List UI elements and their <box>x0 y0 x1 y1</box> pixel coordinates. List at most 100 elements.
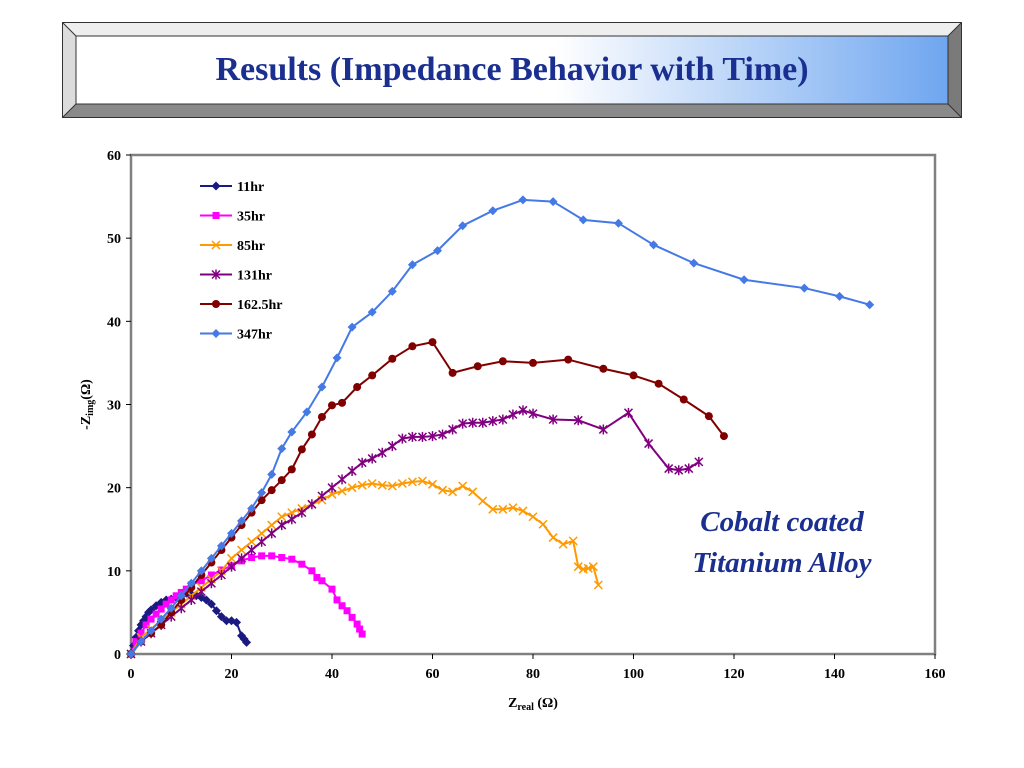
data-point <box>498 414 508 425</box>
data-point <box>216 541 226 551</box>
data-point <box>267 486 276 495</box>
data-point <box>239 634 249 644</box>
data-point <box>694 456 704 467</box>
x-tick-label: 160 <box>925 667 946 682</box>
data-point <box>237 516 247 526</box>
data-point <box>338 398 347 407</box>
title-banner-frame <box>62 22 962 118</box>
legend: 11hr 35hr 85hr 131hr 162.5hr 347hr <box>200 180 283 343</box>
data-point <box>313 573 321 581</box>
data-point <box>328 401 336 410</box>
data-point <box>654 379 663 388</box>
data-point <box>277 444 287 454</box>
data-point <box>528 408 538 419</box>
legend-marker <box>211 181 221 191</box>
data-point <box>277 476 286 485</box>
x-tick-label: 20 <box>225 667 239 682</box>
data-point <box>438 429 448 440</box>
data-point <box>518 506 528 516</box>
data-point <box>488 206 498 216</box>
legend-label: 162.5hr <box>237 298 283 313</box>
data-point <box>407 477 417 487</box>
data-point <box>288 555 296 563</box>
y-tick-label: 30 <box>107 399 121 414</box>
data-point <box>739 275 749 285</box>
y-tick-label: 60 <box>107 149 121 164</box>
x-tick-label: 60 <box>426 667 440 682</box>
data-point <box>427 431 438 442</box>
data-point <box>197 577 205 585</box>
data-point <box>237 553 247 564</box>
data-point <box>548 533 558 543</box>
data-point <box>518 195 528 205</box>
data-point <box>588 562 598 572</box>
data-point <box>468 487 478 497</box>
data-point <box>226 561 237 572</box>
annotation-line-1: Cobalt coated <box>700 506 864 538</box>
data-point <box>599 364 608 373</box>
data-point <box>337 474 347 485</box>
data-point <box>578 215 588 225</box>
legend-label: 85hr <box>237 239 265 254</box>
data-point <box>333 596 341 604</box>
data-point <box>196 586 206 597</box>
data-point <box>528 512 538 522</box>
data-point <box>448 424 458 435</box>
data-point <box>132 638 140 646</box>
data-point <box>488 416 498 427</box>
data-point <box>649 240 659 250</box>
data-point <box>268 552 276 560</box>
legend-marker <box>212 212 220 219</box>
y-tick-label: 50 <box>107 232 121 247</box>
data-point <box>232 617 242 627</box>
legend-label: 35hr <box>237 210 265 225</box>
data-point <box>356 625 364 633</box>
x-tick-label: 100 <box>623 667 644 682</box>
data-point <box>307 430 316 439</box>
data-point <box>397 478 407 489</box>
annotation-line-2: Titanium Alloy <box>692 547 872 579</box>
x-tick-label: 0 <box>128 667 135 682</box>
data-point <box>538 519 548 529</box>
data-point <box>337 486 347 496</box>
data-point <box>679 395 688 404</box>
sample-annotation: Cobalt coated Titanium Alloy <box>652 502 912 584</box>
data-point <box>629 371 638 380</box>
y-tick-label: 40 <box>107 315 121 330</box>
data-point <box>137 629 145 637</box>
data-point <box>573 562 583 572</box>
data-point <box>147 615 155 623</box>
data-point <box>247 503 257 513</box>
data-point <box>564 355 573 364</box>
data-point <box>167 596 175 604</box>
data-point <box>327 489 337 499</box>
data-point <box>317 412 326 421</box>
data-point <box>317 382 327 392</box>
data-point <box>397 433 407 444</box>
data-point <box>357 457 367 468</box>
data-point <box>267 528 277 539</box>
data-point <box>317 490 327 501</box>
legend-marker <box>211 269 221 280</box>
data-point <box>368 371 377 380</box>
data-point <box>172 592 180 600</box>
data-point <box>257 536 267 547</box>
data-point <box>508 409 518 420</box>
data-point <box>623 407 634 418</box>
data-point <box>387 441 397 452</box>
data-point <box>664 463 674 474</box>
data-point <box>407 260 417 270</box>
data-point <box>206 578 216 589</box>
data-point <box>207 571 215 579</box>
data-point <box>152 610 160 618</box>
data-point <box>247 537 257 547</box>
data-point <box>287 514 297 525</box>
x-tick-label: 140 <box>824 667 845 682</box>
y-axis-label: -Zimg(Ω) <box>79 379 96 430</box>
data-point <box>186 594 196 605</box>
data-point <box>157 605 165 613</box>
data-point <box>548 414 558 425</box>
data-point <box>257 528 267 538</box>
data-point <box>297 445 306 454</box>
data-point <box>347 322 357 332</box>
